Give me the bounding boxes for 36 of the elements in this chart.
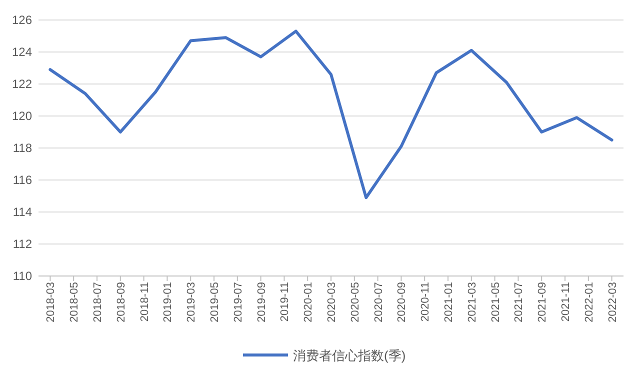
x-tick-label: 2021-01 bbox=[443, 282, 455, 322]
x-tick-label: 2021-05 bbox=[490, 282, 502, 322]
x-tick-label: 2019-05 bbox=[209, 282, 221, 322]
y-tick-label: 116 bbox=[12, 173, 32, 187]
x-tick-label: 2019-01 bbox=[162, 282, 174, 322]
y-tick-label: 114 bbox=[12, 205, 32, 219]
x-tick-label: 2020-03 bbox=[326, 282, 338, 322]
x-tick-label: 2020-05 bbox=[349, 282, 362, 322]
x-tick-label: 2018-07 bbox=[92, 282, 104, 322]
x-tick-label: 2021-09 bbox=[536, 282, 549, 322]
y-tick-label: 110 bbox=[12, 269, 32, 283]
legend-label: 消费者信心指数(季) bbox=[293, 348, 406, 363]
x-tick-label: 2022-03 bbox=[606, 282, 619, 322]
x-tick-label: 2020-11 bbox=[420, 282, 432, 322]
x-tick-label: 2019-07 bbox=[232, 282, 244, 322]
y-tick-label: 112 bbox=[12, 237, 32, 251]
x-tick-label: 2020-07 bbox=[372, 282, 385, 322]
y-tick-label: 122 bbox=[12, 77, 32, 91]
x-tick-label: 2018-05 bbox=[68, 282, 81, 322]
x-tick-label: 2022-01 bbox=[583, 282, 596, 322]
x-tick-label: 2018-11 bbox=[138, 282, 151, 322]
x-tick-label: 2019-11 bbox=[279, 282, 292, 322]
line-series bbox=[48, 30, 614, 200]
y-tick-label: 120 bbox=[12, 109, 32, 123]
x-tick-label: 2021-11 bbox=[560, 282, 572, 322]
y-tick-label: 118 bbox=[12, 141, 32, 155]
y-tick-label: 124 bbox=[12, 45, 32, 59]
x-tick-label: 2021-03 bbox=[466, 282, 478, 322]
x-tick-label: 2020-09 bbox=[396, 282, 408, 322]
x-tick-label: 2019-09 bbox=[256, 282, 268, 322]
x-tick-label: 2020-01 bbox=[302, 282, 315, 322]
y-tick-label: 126 bbox=[12, 13, 32, 27]
x-tick-label: 2018-03 bbox=[45, 282, 58, 322]
x-tick-label: 2019-03 bbox=[186, 282, 198, 322]
x-tick-label: 2018-09 bbox=[115, 282, 128, 322]
x-tick-label: 2021-07 bbox=[513, 282, 526, 322]
